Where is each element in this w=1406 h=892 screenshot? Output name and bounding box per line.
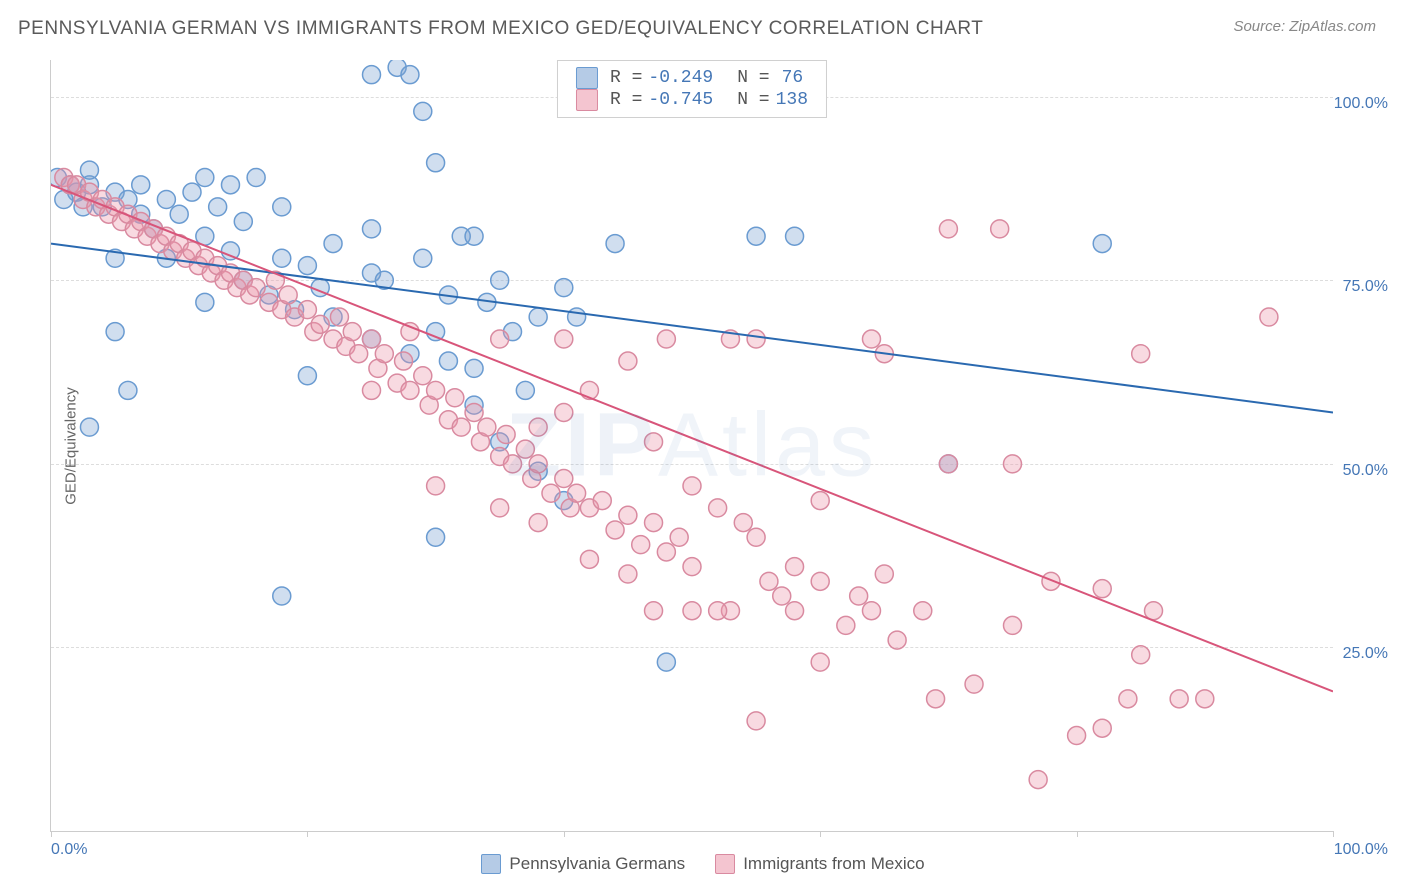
ytick-label: 75.0% bbox=[1343, 278, 1388, 296]
legend-swatch-1 bbox=[715, 854, 735, 874]
stats-n-value-0: 76 bbox=[782, 68, 804, 88]
chart-source: Source: ZipAtlas.com bbox=[1233, 18, 1376, 35]
stats-swatch-1 bbox=[576, 89, 598, 111]
ytick-label: 100.0% bbox=[1334, 95, 1388, 113]
stats-swatch-0 bbox=[576, 67, 598, 89]
stats-row-1: R = -0.745 N = 138 bbox=[576, 89, 808, 111]
legend-swatch-0 bbox=[481, 854, 501, 874]
legend-label-1: Immigrants from Mexico bbox=[743, 854, 924, 874]
stats-r-prefix-0: R = bbox=[610, 68, 642, 88]
legend-item-0: Pennsylvania Germans bbox=[481, 854, 685, 874]
stats-r-prefix-1: R = bbox=[610, 90, 642, 110]
stats-n-value-1: 138 bbox=[776, 90, 808, 110]
stats-row-0: R = -0.249 N = 76 bbox=[576, 67, 808, 89]
stats-n-prefix-1: N = bbox=[737, 90, 769, 110]
plot-area: ZIPAtlas R = -0.249 N = 76 R = -0.745 N … bbox=[50, 60, 1333, 832]
chart-title: PENNSYLVANIA GERMAN VS IMMIGRANTS FROM M… bbox=[18, 18, 983, 40]
legend-label-0: Pennsylvania Germans bbox=[509, 854, 685, 874]
bottom-legend: Pennsylvania Germans Immigrants from Mex… bbox=[0, 854, 1406, 874]
stats-r-value-1: -0.745 bbox=[648, 90, 713, 110]
plot-svg bbox=[51, 60, 1333, 831]
ytick-label: 25.0% bbox=[1343, 645, 1388, 663]
ytick-label: 50.0% bbox=[1343, 462, 1388, 480]
stats-r-value-0: -0.249 bbox=[648, 68, 713, 88]
legend-item-1: Immigrants from Mexico bbox=[715, 854, 924, 874]
stats-box: R = -0.249 N = 76 R = -0.745 N = 138 bbox=[557, 60, 827, 118]
plot-wrapper: GED/Equivalency ZIPAtlas R = -0.249 N = … bbox=[50, 60, 1388, 832]
stats-n-prefix-0: N = bbox=[737, 68, 769, 88]
chart-header: PENNSYLVANIA GERMAN VS IMMIGRANTS FROM M… bbox=[0, 0, 1406, 44]
